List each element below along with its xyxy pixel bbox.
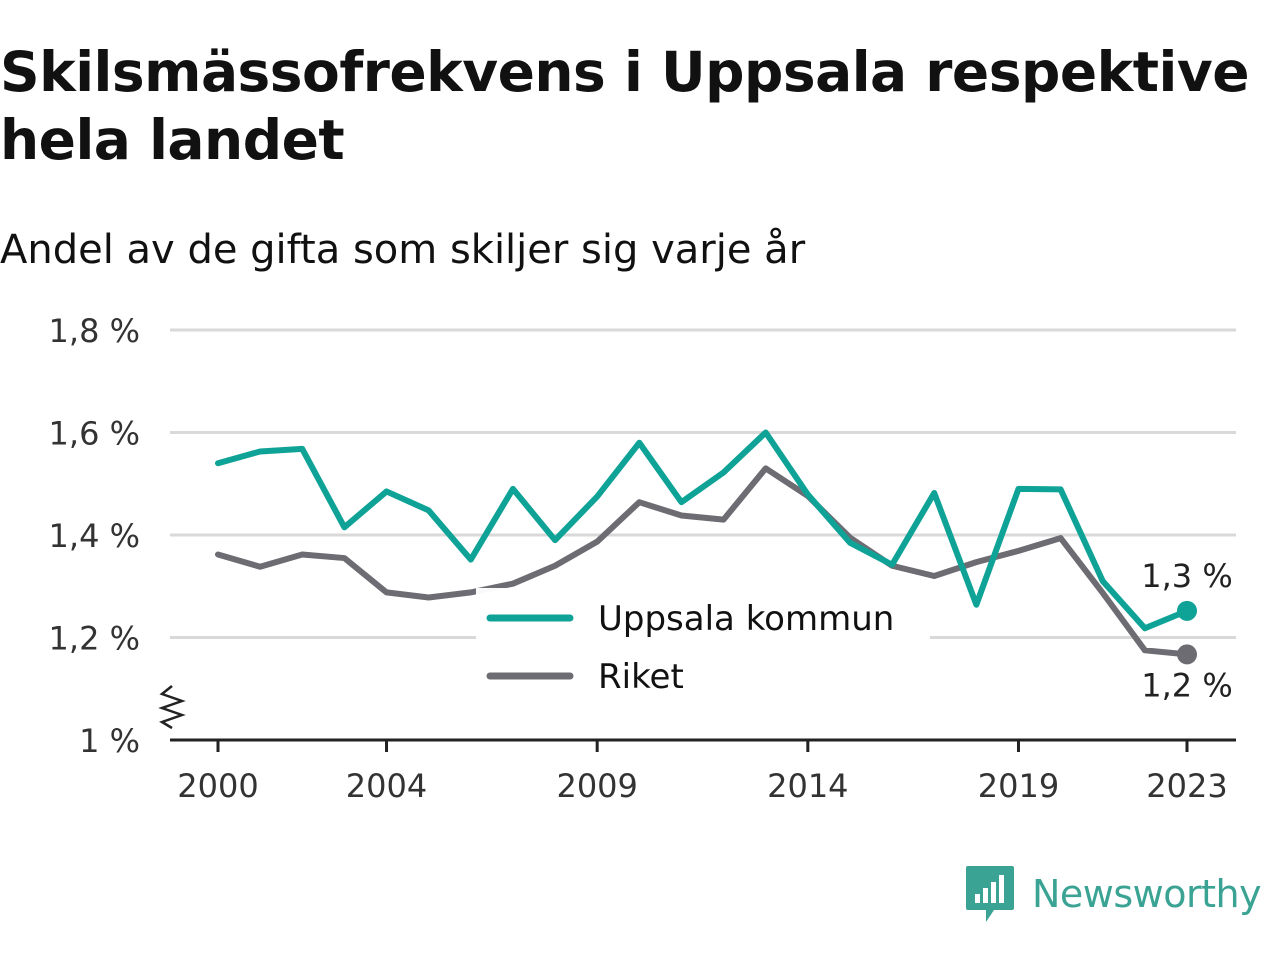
x-tick-label: 2009 xyxy=(556,767,637,805)
brand: Newsworthy xyxy=(964,864,1262,924)
y-tick-label: 1,2 % xyxy=(49,620,140,658)
grid-lines xyxy=(170,328,1236,639)
y-tick-label: 1,6 % xyxy=(49,415,140,453)
y-tick-label: 1,8 % xyxy=(49,312,140,350)
series-end-point xyxy=(1177,600,1197,621)
x-tick-label: 2019 xyxy=(978,767,1059,805)
legend: Uppsala kommun Riket xyxy=(476,588,930,706)
legend-label: Riket xyxy=(598,657,684,697)
x-tick-label: 2000 xyxy=(177,767,258,805)
end-label-uppsala: 1,3 % xyxy=(1141,557,1232,595)
y-axis: 1 % 1,2 % 1,4 % 1,6 % 1,8 % xyxy=(49,312,186,760)
legend-label: Uppsala kommun xyxy=(598,599,894,639)
end-label-riket: 1,2 % xyxy=(1141,666,1232,704)
x-tick-label: 2004 xyxy=(346,767,427,805)
x-tick-label: 2023 xyxy=(1146,767,1227,805)
x-axis: 2000 2004 2009 2014 2019 2023 xyxy=(170,738,1236,805)
series-end-point xyxy=(1177,644,1197,665)
newsworthy-logo-icon xyxy=(966,866,1014,922)
legend-box xyxy=(476,588,930,706)
end-labels: 1,3 % 1,2 % xyxy=(1141,557,1232,705)
chart-title: Skilsmässofrekvens i Uppsala respektive … xyxy=(0,40,1250,172)
series-group xyxy=(215,429,1197,665)
series-line-riket xyxy=(215,465,1190,658)
y-tick-label: 1 % xyxy=(79,722,140,760)
y-tick-label: 1,4 % xyxy=(49,517,140,555)
x-tick-label: 2014 xyxy=(767,767,848,805)
axis-break-icon xyxy=(158,685,186,730)
brand-name: Newsworthy xyxy=(1032,872,1262,916)
series-line-uppsala-kommun xyxy=(215,429,1190,632)
chart-subtitle: Andel av de gifta som skiljer sig varje … xyxy=(0,227,806,273)
